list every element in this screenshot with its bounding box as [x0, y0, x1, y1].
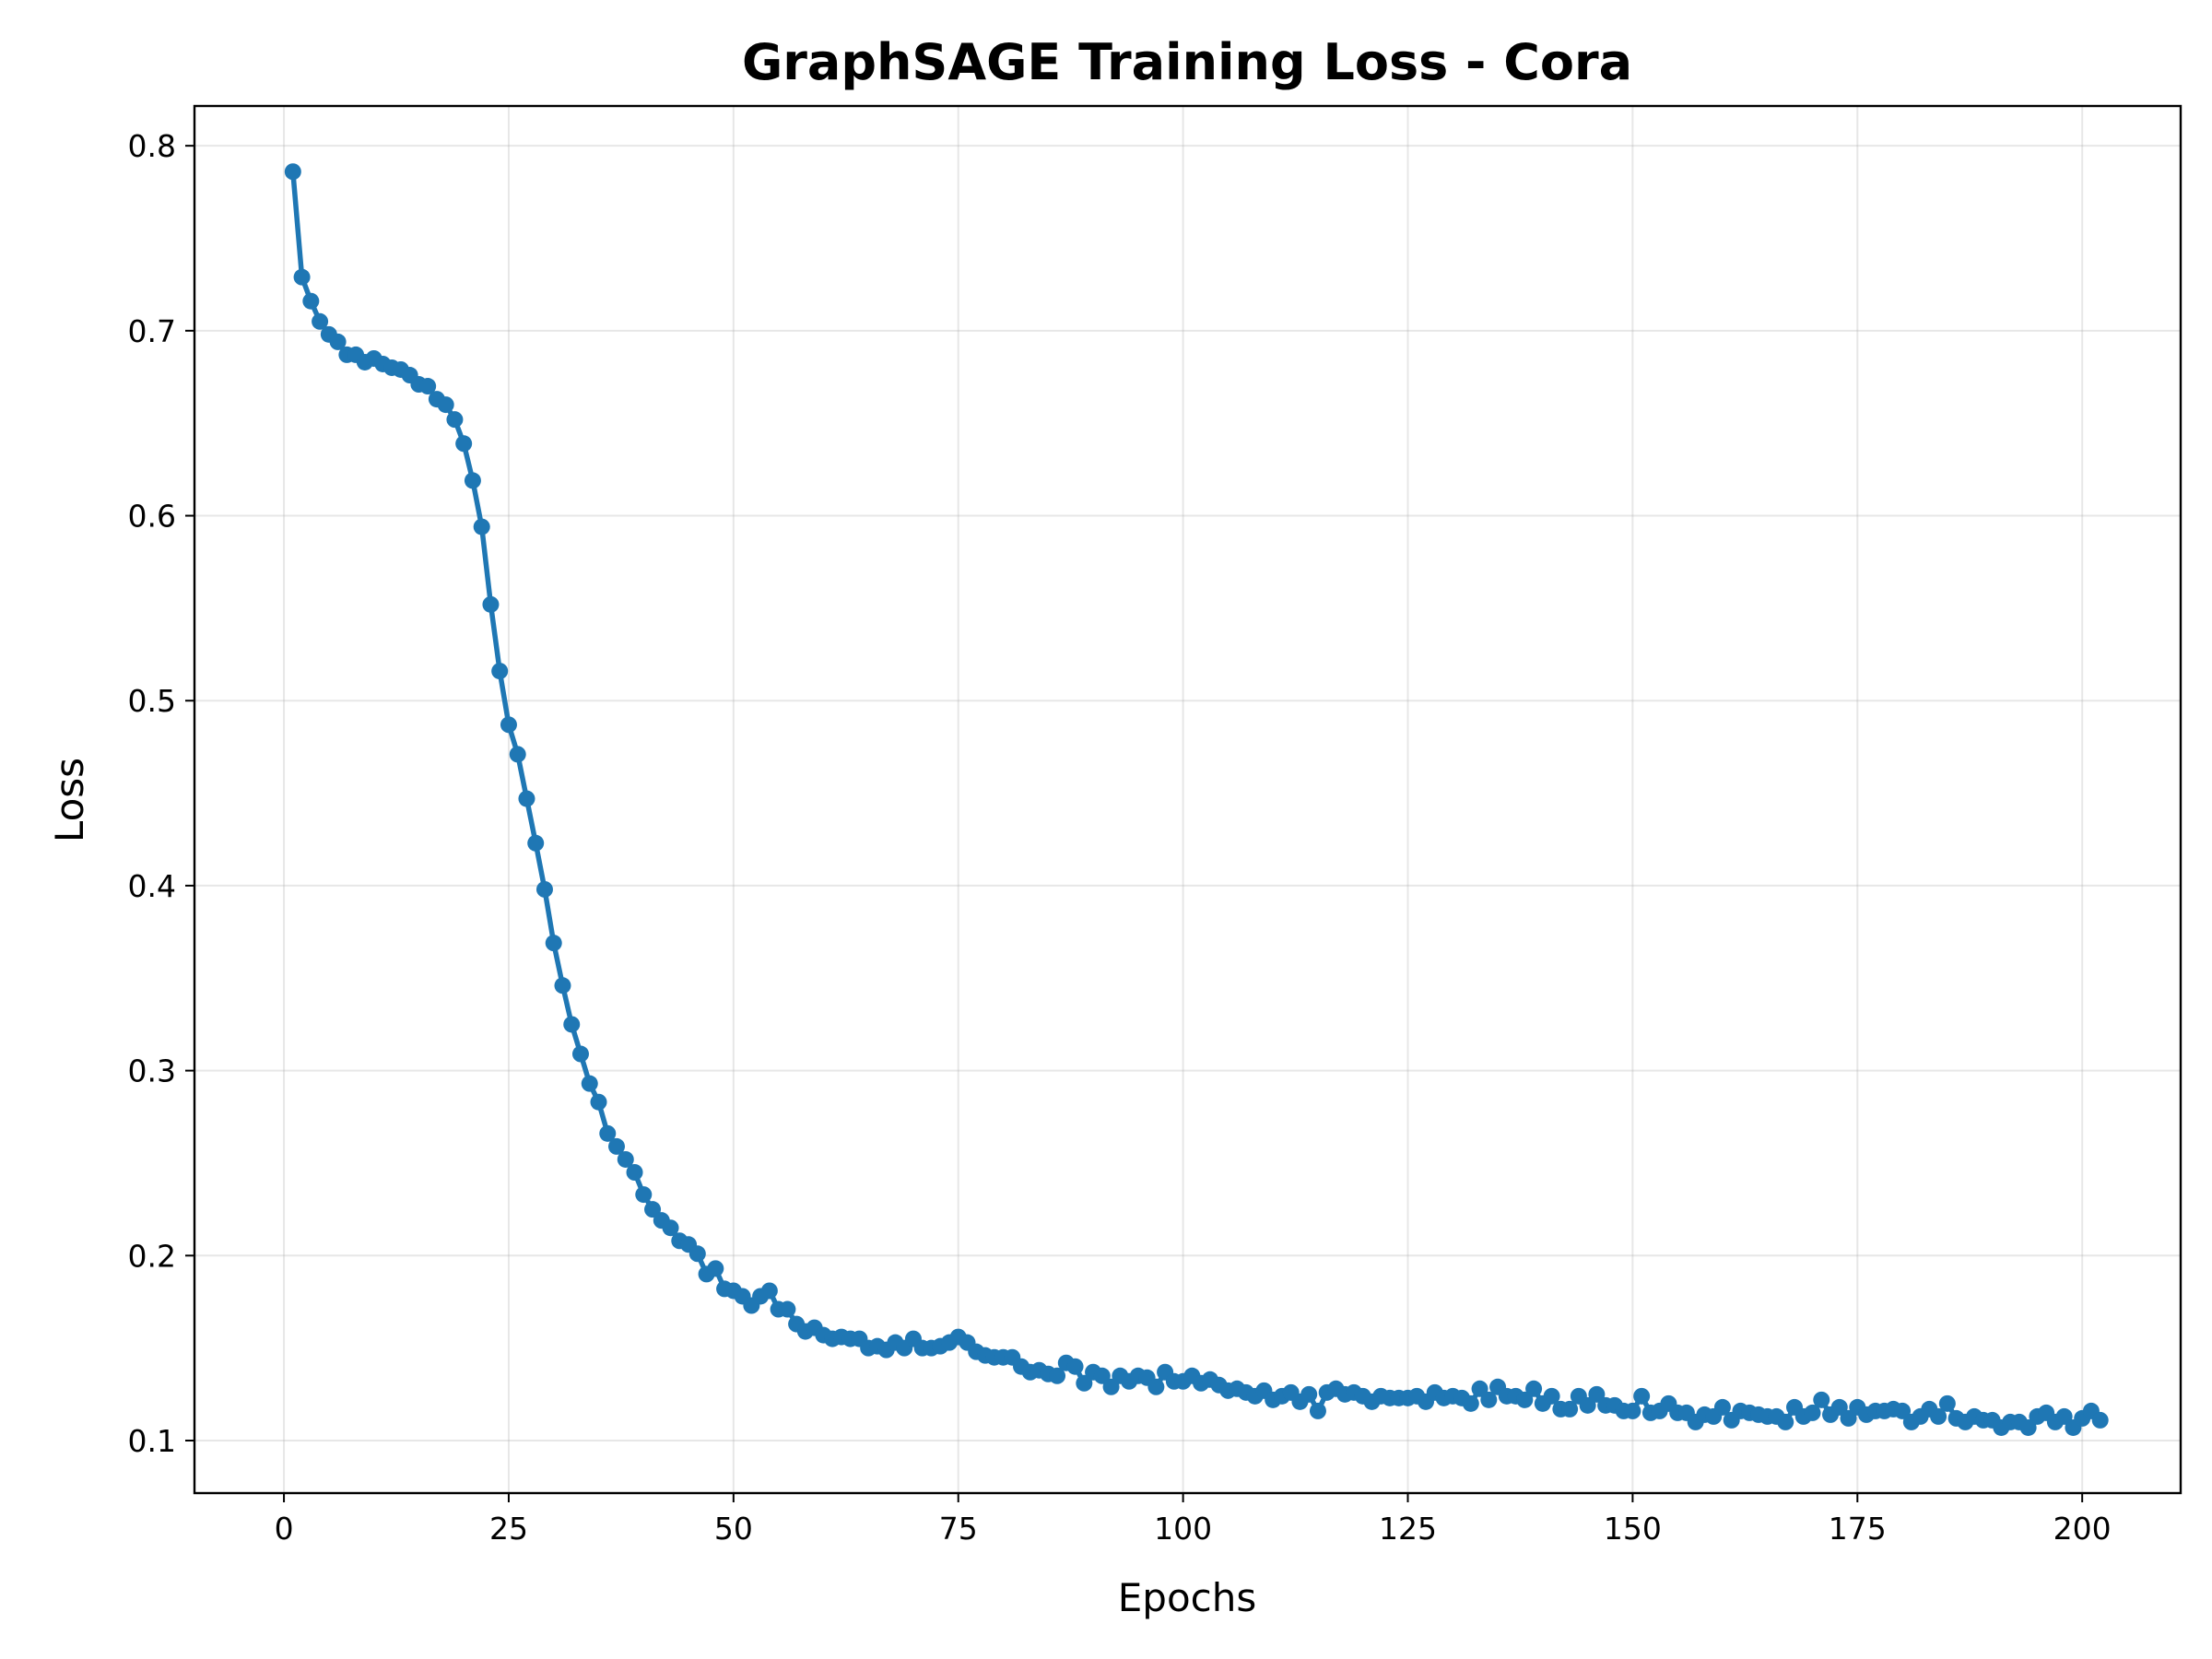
data-point [581, 1075, 598, 1092]
data-point [1147, 1378, 1165, 1395]
data-point [626, 1164, 643, 1181]
data-point [1813, 1391, 1830, 1408]
axis-ticks: 0 25 50 75 100 125 150 175 200 0.1 0.2 0.3 0.4 0.5 0.6… [128, 128, 2112, 1547]
data-point [329, 333, 347, 350]
chart-title: GraphSAGE Training Loss - Cora [742, 33, 1632, 91]
x-tick-label: 150 [1604, 1511, 1662, 1547]
data-point [608, 1137, 626, 1155]
data-point [1471, 1380, 1488, 1397]
data-point [1588, 1385, 1606, 1403]
y-tick-label: 0.4 [128, 868, 176, 904]
x-tick-label: 100 [1154, 1511, 1212, 1547]
data-point [482, 595, 500, 613]
data-point [491, 663, 509, 680]
y-tick-label: 0.1 [128, 1423, 176, 1459]
data-point [563, 1016, 581, 1033]
data-point [437, 396, 454, 414]
grid [194, 106, 2181, 1493]
data-point [419, 378, 437, 395]
data-point [572, 1045, 589, 1063]
data-point [1543, 1387, 1560, 1405]
data-point [1093, 1367, 1111, 1384]
data-point [2091, 1411, 2109, 1429]
data-point [635, 1186, 653, 1204]
x-tick-label: 50 [714, 1511, 753, 1547]
x-tick-label: 175 [1829, 1511, 1887, 1547]
y-tick-label: 0.3 [128, 1053, 176, 1089]
y-axis-label: Loss [47, 758, 92, 842]
data-point [545, 935, 562, 952]
data-point [1624, 1402, 1641, 1419]
data-point [707, 1260, 724, 1277]
data-point [1938, 1394, 1956, 1412]
data-point [644, 1201, 662, 1218]
data-point [1462, 1394, 1479, 1412]
x-tick-label: 200 [2053, 1511, 2112, 1547]
plot-frame [193, 104, 2183, 1495]
data-point [1516, 1391, 1534, 1408]
data-point [1894, 1402, 1912, 1419]
data-point [527, 834, 545, 852]
data-point [535, 880, 553, 898]
x-tick-label: 75 [939, 1511, 978, 1547]
data-point [1713, 1398, 1731, 1416]
data-point [590, 1093, 607, 1111]
data-point [312, 312, 329, 330]
data-point [455, 435, 473, 453]
data-point [688, 1245, 706, 1263]
data-point [473, 518, 490, 535]
data-point [1579, 1396, 1596, 1414]
data-point [509, 746, 526, 763]
x-tick-label: 125 [1379, 1511, 1437, 1547]
data-point [1830, 1398, 1848, 1416]
data-point [554, 977, 571, 994]
data-point [1066, 1358, 1084, 1375]
y-tick-label: 0.7 [128, 313, 176, 349]
data-point [1633, 1387, 1651, 1405]
loss-series [284, 163, 2109, 1436]
data-point [779, 1300, 796, 1318]
data-point [1480, 1391, 1498, 1408]
data-point [500, 716, 517, 734]
y-tick-label: 0.5 [128, 683, 176, 719]
data-point [1930, 1407, 1947, 1425]
data-point [293, 268, 311, 286]
y-tick-label: 0.8 [128, 128, 176, 164]
data-point [1561, 1400, 1579, 1418]
x-axis-label: Epochs [1118, 1575, 1257, 1620]
data-point [518, 790, 535, 807]
data-point [1300, 1385, 1318, 1403]
data-point [662, 1219, 679, 1237]
data-point [284, 163, 301, 181]
data-point [599, 1124, 617, 1142]
data-point [1525, 1380, 1543, 1397]
data-point [1840, 1409, 1857, 1427]
x-tick-label: 0 [275, 1511, 294, 1547]
data-point [617, 1150, 634, 1168]
data-point [1309, 1402, 1326, 1419]
data-point [1049, 1367, 1066, 1384]
data-point [1777, 1413, 1794, 1430]
y-tick-label: 0.6 [128, 499, 176, 535]
data-point [1076, 1374, 1093, 1392]
y-tick-label: 0.2 [128, 1238, 176, 1274]
data-point [464, 472, 481, 489]
data-point [2055, 1407, 2073, 1425]
x-tick-label: 25 [489, 1511, 528, 1547]
data-point [2019, 1418, 2037, 1436]
data-point [302, 292, 320, 310]
data-point [1102, 1378, 1120, 1395]
data-point [446, 411, 464, 429]
data-point [1804, 1404, 1821, 1421]
data-point [760, 1282, 778, 1300]
